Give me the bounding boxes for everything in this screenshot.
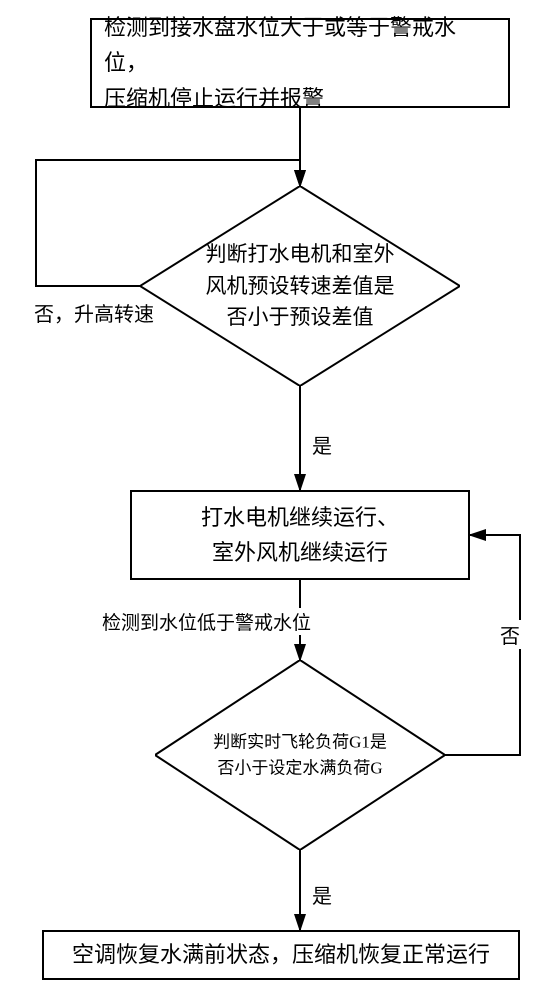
- step-1-text: 检测到接水盘水位大于或等于警戒水位，压缩机停止运行并报警: [104, 10, 496, 116]
- decision-flywheel-load: 判断实时飞轮负荷G1是否小于设定水满负荷G: [155, 660, 445, 850]
- decision-speed-diff: 判断打水电机和室外风机预设转速差值是否小于预设差值: [140, 186, 460, 386]
- step-5-text: 空调恢复水满前状态，压缩机恢复正常运行: [72, 937, 490, 972]
- label-no-2: 否: [498, 620, 522, 649]
- label-yes-1: 是: [310, 430, 334, 459]
- label-mid: 检测到水位低于警戒水位: [100, 608, 313, 635]
- step-1-detect-alarm: 检测到接水盘水位大于或等于警戒水位，压缩机停止运行并报警: [90, 18, 510, 108]
- decision-2-text: 判断实时飞轮负荷G1是否小于设定水满负荷G: [213, 733, 387, 778]
- step-5-restore: 空调恢复水满前状态，压缩机恢复正常运行: [42, 930, 520, 980]
- step-3-text: 打水电机继续运行、室外风机继续运行: [201, 500, 399, 570]
- step-3-keep-running: 打水电机继续运行、室外风机继续运行: [130, 490, 470, 580]
- label-yes-2: 是: [310, 880, 334, 909]
- label-no-1: 否，升高转速: [32, 298, 156, 327]
- decision-1-text: 判断打水电机和室外风机预设转速差值是否小于预设差值: [206, 242, 395, 329]
